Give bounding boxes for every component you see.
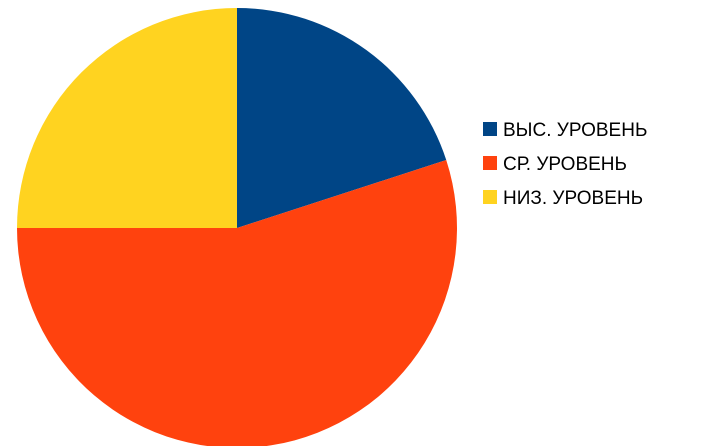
legend-label-1: ВЫС. УРОВЕНЬ — [503, 120, 647, 141]
legend-swatch-1 — [483, 122, 497, 136]
legend: ВЫС. УРОВЕНЬ СР. УРОВЕНЬ НИЗ. УРОВЕНЬ — [483, 120, 647, 209]
legend-swatch-3 — [483, 190, 497, 204]
legend-label-2: СР. УРОВЕНЬ — [503, 154, 627, 175]
pie-slice-1 — [237, 8, 447, 228]
pie-slice-2 — [17, 160, 457, 446]
pie-slice-3 — [17, 8, 237, 228]
legend-label-3: НИЗ. УРОВЕНЬ — [503, 188, 643, 209]
legend-swatch-2 — [483, 156, 497, 170]
pie-slices — [17, 8, 457, 446]
